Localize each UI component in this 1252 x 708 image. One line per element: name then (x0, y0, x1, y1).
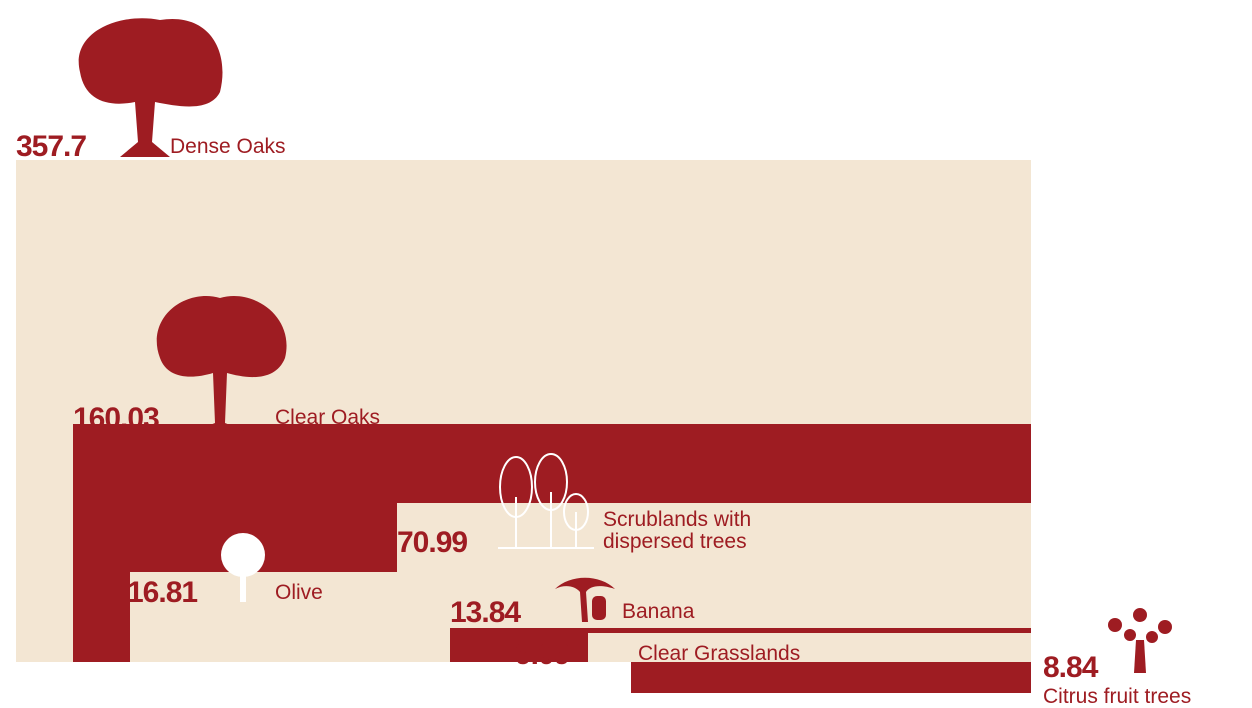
value-label: 9.09 (515, 638, 570, 671)
tree-icon (555, 577, 615, 622)
area-block (631, 661, 1031, 693)
value-label: 70.99 (397, 526, 468, 559)
value-label: 8.84 (1043, 651, 1098, 684)
category-label: Clear Oaks (275, 406, 381, 429)
category-label: Olive (275, 581, 323, 604)
value-label: 357.7 (16, 130, 87, 163)
category-label: Citrus fruit trees (1043, 685, 1192, 708)
tree-icon (78, 18, 223, 158)
value-label: 160.03 (73, 402, 160, 435)
category-label: Clear Grasslands (638, 642, 801, 665)
value-label: 13.84 (450, 596, 521, 629)
value-label: 16.81 (127, 576, 198, 609)
area-block (588, 632, 1031, 662)
tree-icon (156, 296, 287, 431)
category-label: Scrublands with dispersed trees (603, 508, 752, 553)
area-block (130, 572, 397, 662)
tree-icon (498, 453, 594, 549)
category-label: Dense Oaks (170, 135, 286, 158)
tree-icon (1108, 608, 1172, 673)
category-label: Banana (622, 600, 695, 623)
tree-icon (221, 533, 265, 602)
